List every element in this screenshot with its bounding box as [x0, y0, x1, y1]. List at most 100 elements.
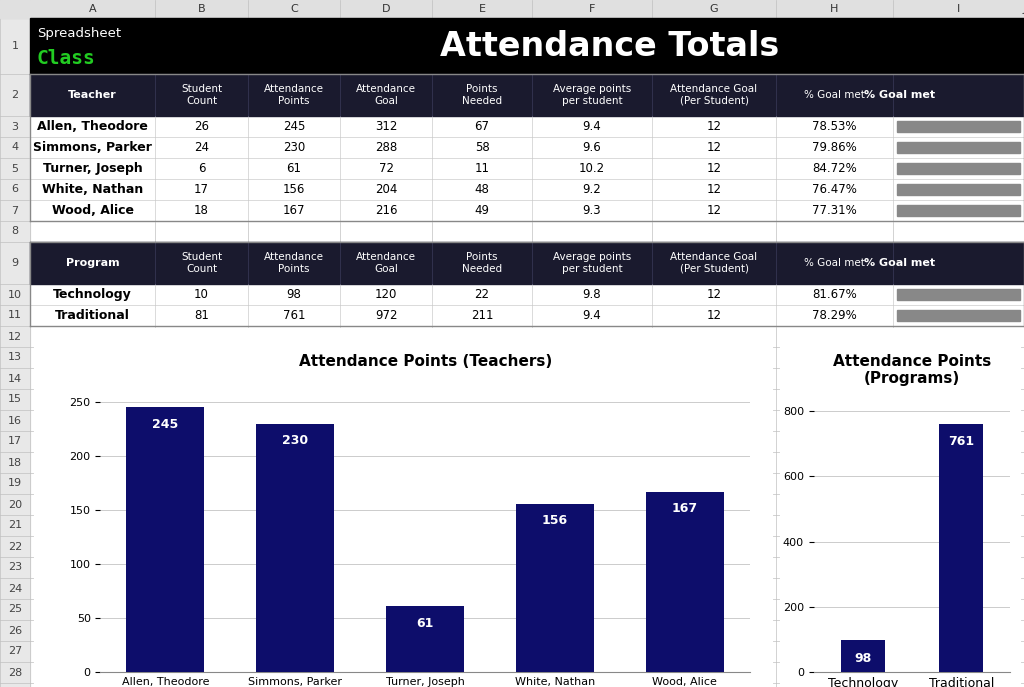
Bar: [897, 183, 1020, 195]
Text: 78.53%: 78.53%: [812, 120, 857, 133]
Bar: [30, 242, 1024, 284]
Text: B: B: [198, 4, 206, 14]
Text: 12: 12: [707, 162, 722, 175]
Text: Attendance Goal
(Per Student): Attendance Goal (Per Student): [671, 252, 758, 274]
Text: 7: 7: [11, 205, 18, 216]
Text: 2: 2: [11, 90, 18, 100]
Bar: [30, 137, 1024, 158]
Text: Wood, Alice: Wood, Alice: [51, 204, 133, 217]
Text: 79.86%: 79.86%: [812, 141, 857, 154]
Text: 98: 98: [854, 651, 871, 664]
Text: 12: 12: [707, 288, 722, 301]
Text: 10: 10: [8, 289, 22, 300]
Text: Traditional: Traditional: [55, 309, 130, 322]
Text: 11: 11: [8, 311, 22, 321]
Bar: [0, 0, 1024, 18]
Text: 211: 211: [471, 309, 494, 322]
Bar: [646, 492, 724, 672]
Text: Average points
per student: Average points per student: [553, 252, 631, 274]
Text: 25: 25: [8, 605, 23, 614]
Text: 156: 156: [542, 515, 568, 528]
Text: 972: 972: [375, 309, 397, 322]
Text: Simmons, Parker: Simmons, Parker: [33, 141, 152, 154]
Text: D: D: [382, 4, 390, 14]
Text: Points
Needed: Points Needed: [462, 252, 502, 274]
Text: 26: 26: [8, 625, 23, 635]
Text: 1: 1: [11, 41, 18, 51]
Text: 14: 14: [8, 374, 23, 383]
Text: 288: 288: [375, 141, 397, 154]
Text: 19: 19: [8, 479, 23, 488]
Text: Student
Count: Student Count: [181, 252, 222, 274]
Text: 9.4: 9.4: [583, 120, 601, 133]
Text: Allen, Theodore: Allen, Theodore: [37, 120, 147, 133]
Bar: [126, 407, 205, 672]
Text: 17: 17: [8, 436, 23, 447]
Text: 12: 12: [707, 183, 722, 196]
Bar: [897, 121, 1020, 133]
Text: 120: 120: [375, 288, 397, 301]
Text: 20: 20: [8, 499, 23, 510]
Bar: [30, 18, 1024, 74]
Text: 12: 12: [8, 332, 23, 341]
Text: A: A: [89, 4, 96, 14]
Bar: [897, 289, 1020, 300]
Text: Program: Program: [66, 258, 120, 268]
Text: White, Nathan: White, Nathan: [42, 183, 143, 196]
Text: Spreadsheet: Spreadsheet: [37, 27, 121, 40]
Text: 8: 8: [11, 227, 18, 236]
Text: 18: 18: [8, 458, 23, 467]
Text: 230: 230: [283, 434, 308, 447]
Text: Turner, Joseph: Turner, Joseph: [43, 162, 142, 175]
Text: Technology: Technology: [53, 288, 132, 301]
Text: % Goal met: % Goal met: [864, 258, 936, 268]
Text: 9.3: 9.3: [583, 204, 601, 217]
Text: 312: 312: [375, 120, 397, 133]
Bar: [30, 305, 1024, 326]
Text: % Goal met: % Goal met: [804, 90, 865, 100]
Bar: [0, 18, 30, 687]
Text: Attendance Totals: Attendance Totals: [440, 30, 779, 63]
Bar: [30, 179, 1024, 200]
Bar: [780, 328, 1020, 687]
Text: % Goal met: % Goal met: [864, 90, 936, 100]
Bar: [30, 200, 1024, 221]
Text: 49: 49: [474, 204, 489, 217]
Text: 5: 5: [11, 164, 18, 174]
Text: 6: 6: [198, 162, 205, 175]
Text: 13: 13: [8, 352, 22, 363]
Text: 27: 27: [8, 646, 23, 657]
Text: Attendance
Goal: Attendance Goal: [356, 85, 416, 106]
Text: 28: 28: [8, 668, 23, 677]
Text: 9.6: 9.6: [583, 141, 601, 154]
Text: J: J: [1022, 4, 1024, 14]
Text: 204: 204: [375, 183, 397, 196]
Text: I: I: [956, 4, 961, 14]
Text: 72: 72: [379, 162, 393, 175]
Bar: [897, 205, 1020, 216]
Bar: [386, 606, 464, 672]
Text: 15: 15: [8, 394, 22, 405]
Text: 9.4: 9.4: [583, 309, 601, 322]
Text: C: C: [290, 4, 298, 14]
Text: Average points
per student: Average points per student: [553, 85, 631, 106]
Text: 84.72%: 84.72%: [812, 162, 857, 175]
Text: 12: 12: [707, 309, 722, 322]
Bar: [841, 640, 885, 672]
Text: F: F: [589, 4, 595, 14]
Text: Student
Count: Student Count: [181, 85, 222, 106]
Text: 12: 12: [707, 141, 722, 154]
Text: 230: 230: [283, 141, 305, 154]
Text: 98: 98: [287, 288, 301, 301]
Text: 216: 216: [375, 204, 397, 217]
Bar: [30, 74, 1024, 116]
Text: 21: 21: [8, 521, 23, 530]
Text: 18: 18: [195, 204, 209, 217]
Text: 48: 48: [474, 183, 489, 196]
Text: Attendance
Points: Attendance Points: [264, 252, 324, 274]
Text: 23: 23: [8, 563, 23, 572]
Text: Attendance
Points: Attendance Points: [264, 85, 324, 106]
Text: Points
Needed: Points Needed: [462, 85, 502, 106]
Text: 3: 3: [11, 122, 18, 131]
Text: H: H: [830, 4, 839, 14]
